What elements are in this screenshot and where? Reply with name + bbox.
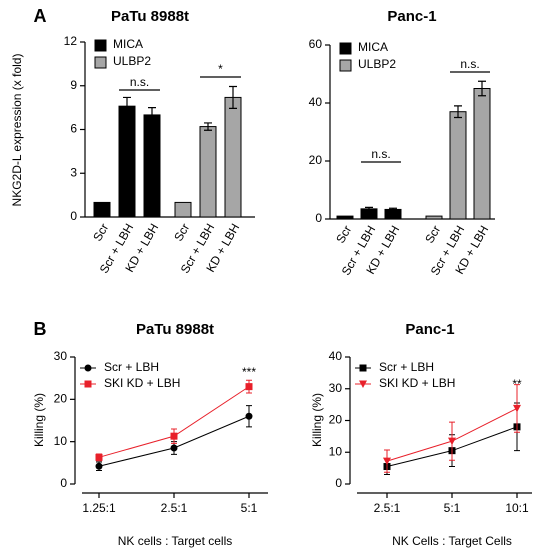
bar [93,201,111,218]
error-bar [148,107,156,123]
legend-swatch [94,56,107,69]
y-tick-label: 20 [329,413,343,427]
legend-label: Scr + LBH [104,360,159,374]
y-axis-label: NKG2D-L expression (x fold) [10,54,24,207]
y-tick-label: 0 [70,209,77,223]
legend-label: ULBP2 [358,57,396,71]
y-tick-label: 0 [60,476,67,490]
y-tick-label: 40 [309,95,323,109]
chart-title: Panc-1 [405,321,454,338]
x-tick-label: Scr [90,221,111,244]
y-tick-label: 9 [70,78,77,92]
y-axis-label: Killing (%) [32,393,46,447]
x-tick-label: Scr [422,223,443,246]
error-bar [478,80,486,97]
bar [449,111,467,220]
marker [245,383,253,391]
error-bar [204,122,212,131]
x-axis-label: NK Cells : Target Cells [392,534,512,548]
error-bar [454,105,462,119]
y-tick-label: 0 [335,476,342,490]
x-tick-label: 2.5:1 [161,501,188,515]
marker [383,457,391,466]
marker [448,437,456,446]
y-axis-label: Killing (%) [310,393,324,447]
bar [199,126,217,218]
bar [143,114,161,218]
y-tick-label: 12 [64,34,78,48]
chart-title: Panc-1 [387,8,436,25]
y-tick-label: 6 [70,122,77,136]
x-tick-label: Scr [171,221,192,244]
legend-swatch [94,39,107,52]
annotation: ** [512,377,522,391]
panel-label: B [34,319,47,339]
annotation: n.s. [130,75,149,89]
y-tick-label: 60 [309,37,323,51]
marker [170,444,178,452]
marker [359,364,367,372]
legend-label: SKI KD + LBH [379,376,455,390]
marker [245,412,253,420]
error-bar [229,85,237,109]
bar [425,215,443,220]
error-bar [365,206,373,211]
legend-label: SKI KD + LBH [104,376,180,390]
legend-label: MICA [113,37,143,51]
bar [174,201,192,218]
x-tick-label: 5:1 [241,501,258,515]
bar [473,88,491,220]
y-tick-label: 3 [70,165,77,179]
x-tick-label: 10:1 [505,501,529,515]
bar [118,105,136,218]
y-tick-label: 20 [309,153,323,167]
y-tick-label: 20 [54,392,68,406]
legend-swatch [339,59,352,72]
y-tick-label: 10 [329,444,343,458]
chart-title: PaTu 8988t [111,8,189,25]
bar [224,96,242,218]
x-tick-label: Scr [333,223,354,246]
chart-title: PaTu 8988t [136,321,214,338]
annotation: * [218,62,223,76]
bar [336,215,354,220]
marker [84,364,92,372]
y-tick-label: 0 [315,211,322,225]
x-tick-label: 5:1 [444,501,461,515]
x-axis-label: NK cells : Target cells [118,534,233,548]
marker [95,453,103,461]
y-tick-label: 30 [329,381,343,395]
annotation: n.s. [371,147,390,161]
annotation: n.s. [460,57,479,71]
x-tick-label: 2.5:1 [374,501,401,515]
marker [170,432,178,440]
error-bar [123,96,131,116]
y-tick-label: 30 [54,349,68,363]
marker [359,380,367,388]
legend-swatch [339,42,352,55]
y-tick-label: 10 [54,434,68,448]
marker [84,380,92,388]
legend-label: Scr + LBH [379,360,434,374]
legend-label: MICA [358,40,388,54]
panel-label: A [34,6,47,26]
x-tick-label: 1.25:1 [82,501,116,515]
marker [95,462,103,470]
y-tick-label: 40 [329,349,343,363]
legend-label: ULBP2 [113,54,151,68]
marker [513,404,521,413]
error-bar [389,207,397,212]
annotation: *** [242,365,256,379]
